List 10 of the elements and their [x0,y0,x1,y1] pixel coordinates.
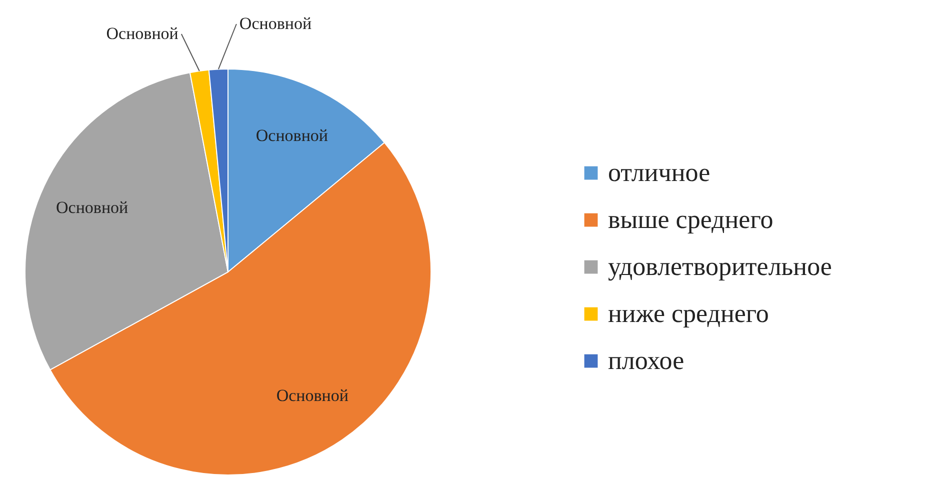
legend-label: отличное [608,158,710,187]
data-label: Основной [56,198,128,218]
legend-label: плохое [608,346,684,375]
data-label: Основной [239,14,312,33]
legend-label: ниже среднего [608,299,769,328]
data-label: Основной [256,126,328,146]
data-label: Основной [276,386,349,406]
legend-label: удовлетворительное [608,252,832,281]
legend-label: выше среднего [608,205,774,234]
data-label: Основной [106,24,178,43]
